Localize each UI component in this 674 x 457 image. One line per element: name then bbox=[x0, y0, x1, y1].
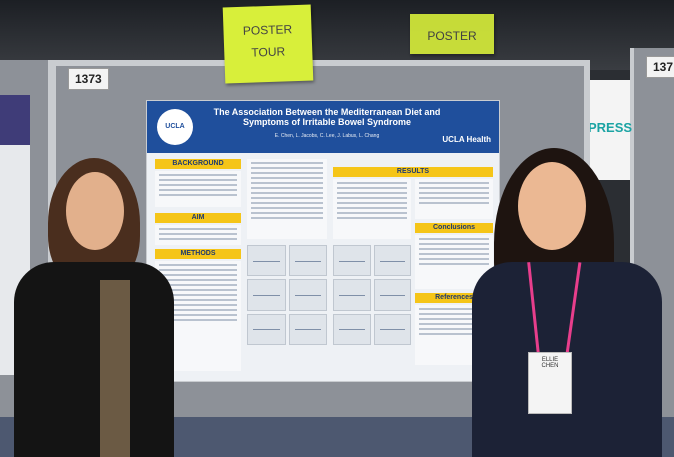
section-results: RESULTS bbox=[333, 167, 493, 177]
right-booth-sign bbox=[590, 80, 630, 180]
scatter-plot bbox=[247, 245, 286, 277]
demographics-table bbox=[247, 159, 327, 239]
ucla-health-brand: UCLA Health bbox=[442, 135, 491, 144]
conclusions-text bbox=[415, 235, 493, 289]
scatter-plot bbox=[373, 313, 411, 345]
name-badge: ELLIE CHEN bbox=[528, 352, 572, 414]
section-aim: AIM bbox=[155, 213, 241, 223]
section-references: References bbox=[415, 293, 493, 303]
results-table-3 bbox=[415, 179, 493, 219]
scatter-plot bbox=[333, 313, 371, 345]
ucla-logo: UCLA bbox=[157, 109, 193, 145]
results-table-2 bbox=[333, 179, 411, 239]
poster-tour-sign-line2: TOUR bbox=[251, 44, 286, 60]
background-text bbox=[155, 171, 241, 207]
scatter-plot bbox=[247, 313, 286, 345]
black-jacket bbox=[14, 262, 174, 457]
section-methods: METHODS bbox=[155, 249, 241, 259]
poster-title: The Association Between the Mediterranea… bbox=[213, 107, 441, 127]
scatter-plot bbox=[288, 313, 327, 345]
section-background: BACKGROUND bbox=[155, 159, 241, 169]
section-conclusions: Conclusions bbox=[415, 223, 493, 233]
booth-number-left: 1373 bbox=[68, 68, 109, 90]
poster-sign-small: POSTER bbox=[410, 14, 494, 54]
scatter-plot bbox=[247, 279, 286, 311]
poster-authors: E. Chen, L. Jacobs, C. Lee, J. Labus, L.… bbox=[274, 133, 380, 139]
scatter-plot bbox=[373, 245, 411, 277]
research-poster: UCLA The Association Between the Mediter… bbox=[146, 100, 500, 382]
left-scatter-plots bbox=[247, 245, 327, 345]
scatter-plot bbox=[373, 279, 411, 311]
scatter-plot bbox=[288, 279, 327, 311]
patterned-top bbox=[100, 280, 130, 457]
ceiling bbox=[0, 0, 674, 70]
left-neighbor-poster-header bbox=[0, 95, 30, 145]
face bbox=[518, 162, 586, 250]
scatter-plot bbox=[333, 245, 371, 277]
scatter-plot bbox=[288, 245, 327, 277]
poster-tour-sign: POSTER TOUR bbox=[222, 4, 314, 84]
press-sign-text: PRESS bbox=[588, 120, 633, 135]
aim-text bbox=[155, 225, 241, 245]
poster-tour-sign-line1: POSTER bbox=[242, 22, 293, 38]
face bbox=[66, 172, 124, 250]
badge-line1: ELLIE bbox=[541, 357, 559, 363]
booth-number-right: 137 bbox=[646, 56, 674, 78]
middle-scatter-plots bbox=[333, 245, 411, 345]
badge-line2: CHEN bbox=[541, 363, 559, 369]
poster-header: UCLA The Association Between the Mediter… bbox=[147, 101, 499, 153]
scatter-plot bbox=[333, 279, 371, 311]
